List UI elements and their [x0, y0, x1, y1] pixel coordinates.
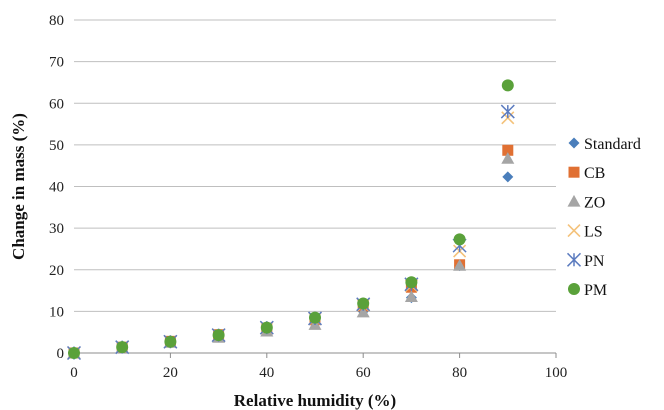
axes: [73, 352, 557, 358]
x-tick-label: 40: [259, 365, 274, 381]
data-point: [309, 311, 321, 324]
data-point: [357, 297, 370, 310]
data-point: [500, 104, 515, 119]
legend-label: Standard: [584, 136, 641, 153]
series-pn: [66, 104, 515, 361]
legend-label: ZO: [584, 194, 605, 211]
legend-marker: [568, 137, 580, 149]
legend-item-standard: Standard: [568, 136, 641, 153]
data-point: [68, 347, 80, 359]
tick-labels: 0 10 20 30 40 50 60 70 80 0 20 40 60 80 100: [49, 13, 567, 381]
legend-label: CB: [584, 165, 605, 182]
x-axis-title: Relative humidity (%): [234, 391, 396, 410]
data-points: [66, 79, 515, 361]
legend-marker: [567, 194, 581, 207]
y-tick-label: 70: [49, 55, 64, 71]
data-point: [453, 233, 466, 246]
legend: Standard CB ZO LS PN PM: [566, 136, 641, 299]
legend-marker: [568, 166, 580, 178]
data-point: [404, 290, 418, 303]
legend-label: PM: [584, 282, 607, 299]
x-tick-label: 100: [545, 365, 568, 381]
legend-marker: [568, 283, 580, 295]
legend-label: LS: [584, 224, 603, 241]
x-tick-label: 80: [452, 365, 467, 381]
x-tick-label: 0: [70, 365, 78, 381]
series-standard: [68, 171, 514, 359]
y-tick-label: 60: [49, 96, 64, 112]
y-tick-label: 20: [49, 263, 64, 279]
y-tick-label: 40: [49, 180, 64, 196]
legend-marker: [567, 224, 581, 238]
gridlines: [74, 19, 556, 312]
data-point: [501, 79, 514, 92]
data-point: [405, 276, 418, 289]
series-ls: [67, 111, 515, 360]
y-tick-label: 80: [49, 13, 64, 29]
legend-marker: [566, 252, 582, 267]
legend-item-cb: CB: [568, 165, 605, 182]
data-point: [116, 341, 129, 354]
legend-item-pn: PN: [566, 252, 605, 270]
legend-item-pm: PM: [568, 282, 607, 299]
data-point: [356, 305, 370, 318]
series-pm: [68, 79, 514, 359]
data-point: [502, 144, 514, 156]
y-tick-label: 0: [57, 346, 65, 362]
y-tick-label: 10: [49, 304, 64, 320]
legend-item-ls: LS: [567, 224, 603, 241]
data-point: [164, 335, 177, 348]
data-point: [453, 259, 467, 271]
legend-item-zo: ZO: [567, 194, 605, 211]
data-point: [260, 321, 273, 334]
data-point: [212, 329, 225, 342]
y-axis-title: Change in mass (%): [9, 113, 28, 260]
y-tick-label: 50: [49, 138, 64, 154]
x-tick-label: 60: [356, 365, 371, 381]
x-tick-label: 20: [163, 365, 178, 381]
data-point: [501, 152, 515, 164]
series-cb: [68, 144, 514, 359]
legend-label: PN: [584, 253, 605, 270]
data-point: [502, 171, 514, 183]
y-tick-label: 30: [49, 221, 64, 237]
series-zo: [67, 152, 515, 359]
